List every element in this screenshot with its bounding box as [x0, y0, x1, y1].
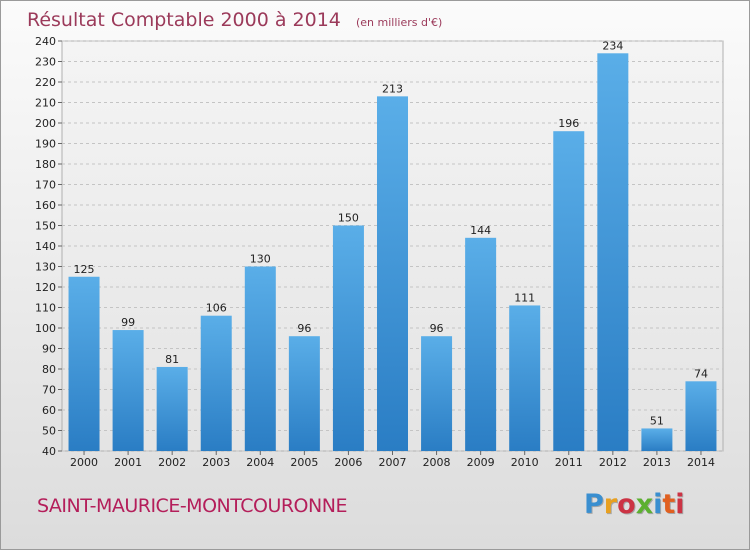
y-tick-label: 80 — [42, 363, 56, 376]
bar-2013 — [641, 428, 673, 451]
y-tick-label: 60 — [42, 404, 56, 417]
y-tick-label: 130 — [35, 261, 56, 274]
data-label-2012: 234 — [602, 39, 623, 52]
bar-2000 — [68, 276, 100, 451]
x-tick-label-2004: 2004 — [246, 456, 274, 469]
x-tick-label-2012: 2012 — [599, 456, 627, 469]
data-label-2000: 125 — [74, 263, 95, 276]
y-tick-label: 240 — [35, 35, 56, 48]
data-label-2014: 74 — [694, 367, 708, 380]
y-tick-label: 220 — [35, 76, 56, 89]
data-label-2001: 99 — [121, 316, 135, 329]
bar-2009 — [465, 237, 497, 451]
y-tick-label: 190 — [35, 138, 56, 151]
y-tick-label: 170 — [35, 179, 56, 192]
y-tick-label: 100 — [35, 322, 56, 335]
y-tick-label: 140 — [35, 240, 56, 253]
title-row: Résultat Comptable 2000 à 2014 (en milli… — [27, 9, 442, 31]
bar-2010 — [509, 305, 541, 451]
logo-letter: x — [635, 489, 654, 520]
bar-2008 — [421, 336, 453, 451]
y-tick-label: 50 — [42, 425, 56, 438]
x-tick-label-2010: 2010 — [511, 456, 539, 469]
data-label-2003: 106 — [206, 302, 227, 315]
y-tick-label: 110 — [35, 302, 56, 315]
x-tick-label-2005: 2005 — [290, 456, 318, 469]
logo-letter: t — [662, 489, 676, 520]
bar-2003 — [200, 315, 232, 451]
data-label-2013: 51 — [650, 414, 664, 427]
y-tick-label: 180 — [35, 158, 56, 171]
bar-2002 — [156, 366, 188, 451]
proxiti-logo: Proxiti — [584, 489, 685, 520]
y-tick-label: 150 — [35, 220, 56, 233]
logo-letter: i — [653, 489, 663, 520]
bar-2012 — [597, 53, 629, 452]
label-layer: 125 99 81 106 130 96 150 213 96 144 111 196 234 51 74 — [74, 39, 708, 427]
data-label-2010: 111 — [514, 291, 535, 304]
bar-2001 — [112, 330, 144, 451]
y-tick-label: 120 — [35, 281, 56, 294]
bar-2014 — [685, 381, 717, 451]
data-label-2008: 96 — [430, 322, 444, 335]
x-tick-label-2009: 2009 — [467, 456, 495, 469]
bar-2005 — [288, 336, 320, 451]
axis-layer: 40 50 60 70 80 90 100 110 120 130 140 150 160 170 180 1… — [35, 35, 715, 469]
data-label-2007: 213 — [382, 82, 403, 95]
y-tick-label: 200 — [35, 117, 56, 130]
bar-2007 — [377, 96, 408, 451]
x-tick-label-2001: 2001 — [114, 456, 142, 469]
bar-2006 — [332, 225, 364, 451]
x-tick-label-2013: 2013 — [643, 456, 671, 469]
x-tick-label-2008: 2008 — [423, 456, 451, 469]
x-tick-label-2006: 2006 — [334, 456, 362, 469]
data-label-2002: 81 — [165, 353, 179, 366]
data-label-2004: 130 — [250, 253, 271, 266]
y-tick-label: 40 — [42, 445, 56, 458]
bar-2011 — [553, 131, 585, 451]
y-tick-label: 160 — [35, 199, 56, 212]
data-label-2011: 196 — [558, 117, 579, 130]
data-label-2005: 96 — [297, 322, 311, 335]
x-tick-label-2007: 2007 — [379, 456, 407, 469]
logo-letter: r — [603, 489, 618, 520]
chart-unit: (en milliers d'€) — [355, 16, 443, 29]
chart-title: Résultat Comptable 2000 à 2014 — [27, 9, 341, 31]
data-label-2006: 150 — [338, 212, 359, 225]
y-tick-label: 90 — [42, 343, 56, 356]
x-tick-label-2002: 2002 — [158, 456, 186, 469]
bar-2004 — [244, 266, 276, 451]
y-tick-label: 210 — [35, 97, 56, 110]
logo-letter: i — [675, 489, 685, 520]
x-tick-label-2014: 2014 — [687, 456, 715, 469]
city-name: SAINT-MAURICE-MONTCOURONNE — [37, 495, 347, 517]
bar-layer — [68, 53, 717, 452]
data-label-2009: 144 — [470, 224, 491, 237]
x-tick-label-2011: 2011 — [555, 456, 583, 469]
y-tick-label: 230 — [35, 56, 56, 69]
y-tick-label: 70 — [42, 384, 56, 397]
x-tick-label-2000: 2000 — [70, 456, 98, 469]
logo-letter: P — [584, 489, 604, 520]
x-tick-label-2003: 2003 — [202, 456, 230, 469]
logo-letter: o — [617, 489, 636, 520]
